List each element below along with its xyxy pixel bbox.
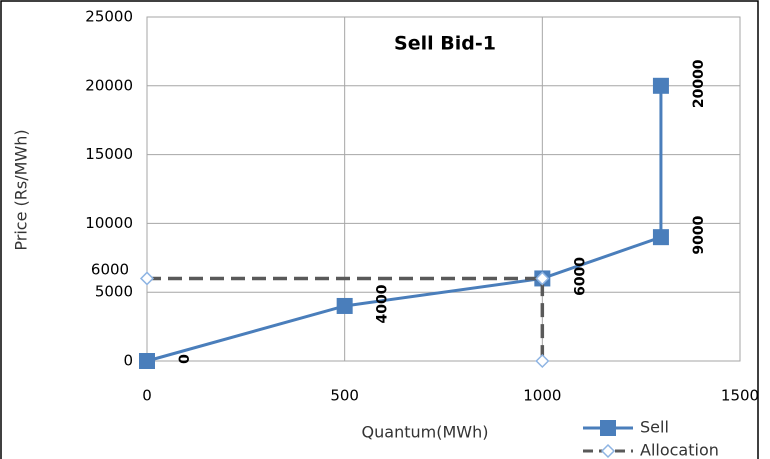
data-label: 20000 xyxy=(691,59,707,108)
data-label: 4000 xyxy=(375,284,391,323)
legend-label: Sell xyxy=(640,418,669,437)
point xyxy=(535,271,550,286)
point xyxy=(535,353,550,369)
legend-marker xyxy=(600,443,616,459)
y-tick-label: 25000 xyxy=(85,8,133,26)
data-label: 9000 xyxy=(691,215,707,254)
annotation: 6000 xyxy=(91,261,129,279)
x-axis-label: Quantum(MWh) xyxy=(362,423,489,442)
y-tick-label: 0 xyxy=(123,352,133,370)
point xyxy=(139,353,155,369)
point xyxy=(139,271,155,286)
data-label: 0 xyxy=(177,354,193,364)
chart-title: Sell Bid-1 xyxy=(394,33,496,55)
y-axis-label: Price (Rs/MWh) xyxy=(12,129,31,250)
series-line xyxy=(147,276,545,361)
data-label: 6000 xyxy=(572,257,588,296)
x-tick-label: 500 xyxy=(330,387,359,405)
point xyxy=(652,77,669,94)
plot-border xyxy=(146,16,741,362)
x-tick-label: 1500 xyxy=(721,387,759,405)
x-tick-label: 1000 xyxy=(523,387,561,405)
y-tick-label: 15000 xyxy=(85,145,133,163)
y-tick-label: 10000 xyxy=(85,214,133,232)
legend-label: Allocation xyxy=(640,441,719,459)
point xyxy=(336,297,353,314)
point xyxy=(652,229,669,246)
y-tick-label: 20000 xyxy=(85,76,133,94)
x-tick-label: 0 xyxy=(142,387,152,405)
y-tick-label: 5000 xyxy=(95,283,133,301)
legend-marker xyxy=(600,420,616,436)
